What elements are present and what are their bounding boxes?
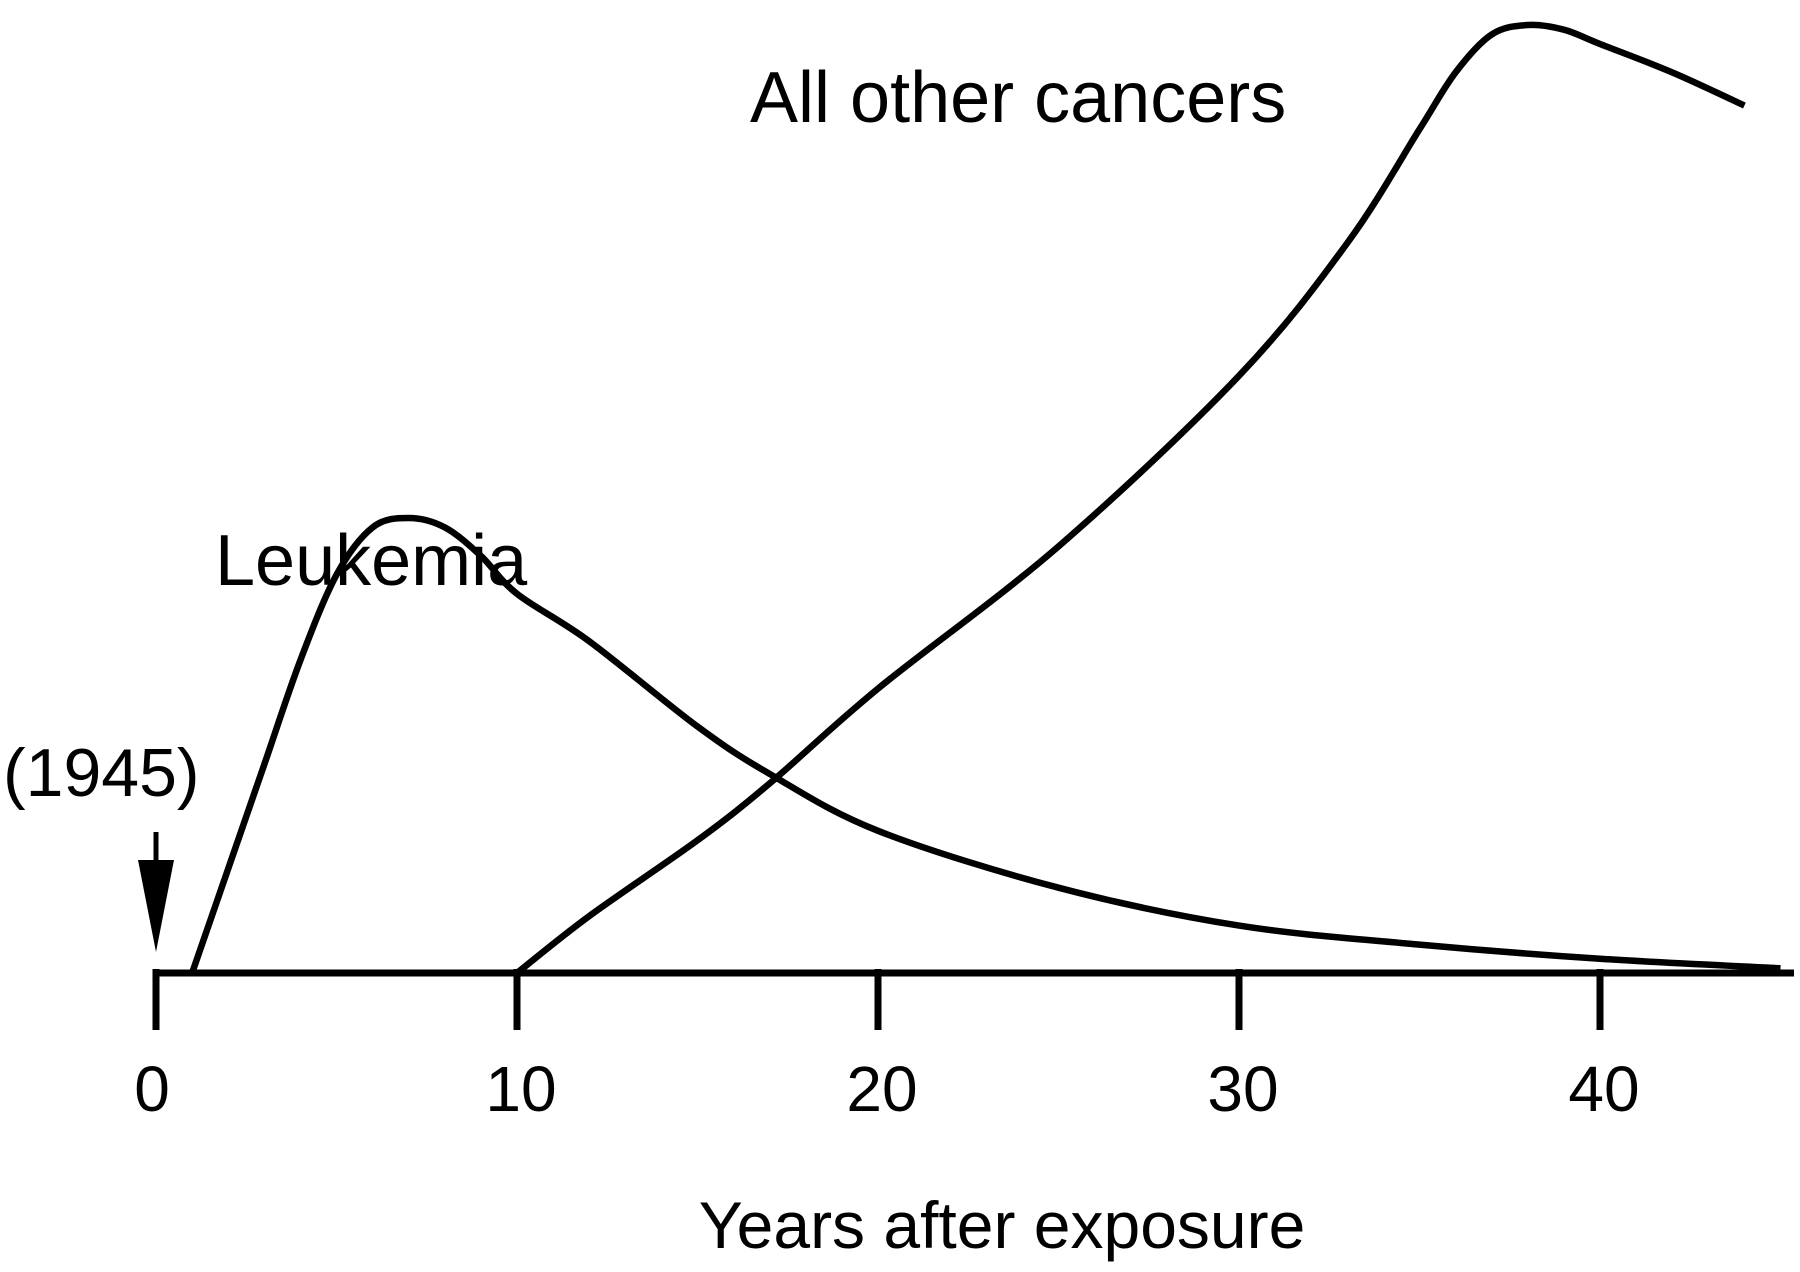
annotation-1945: (1945) bbox=[3, 735, 200, 811]
series-label-leukemia: Leukemia bbox=[215, 521, 528, 601]
x-tick-label-30: 30 bbox=[1207, 1053, 1278, 1125]
series-line-leukemia bbox=[189, 514, 1781, 975]
x-tick-label-40: 40 bbox=[1568, 1053, 1639, 1125]
down-arrow-icon bbox=[138, 832, 174, 952]
series-layer bbox=[189, 21, 1781, 976]
x-tick-label-20: 20 bbox=[846, 1053, 917, 1125]
x-tick-label-10: 10 bbox=[485, 1053, 556, 1125]
series-line-all-other-cancers bbox=[514, 21, 1746, 976]
x-axis-title: Years after exposure bbox=[699, 1188, 1306, 1262]
x-tick-label-0: 0 bbox=[134, 1053, 170, 1125]
series-label-all-other-cancers: All other cancers bbox=[750, 58, 1286, 138]
x-axis-ticks: 0 10 20 30 40 bbox=[134, 969, 1640, 1125]
